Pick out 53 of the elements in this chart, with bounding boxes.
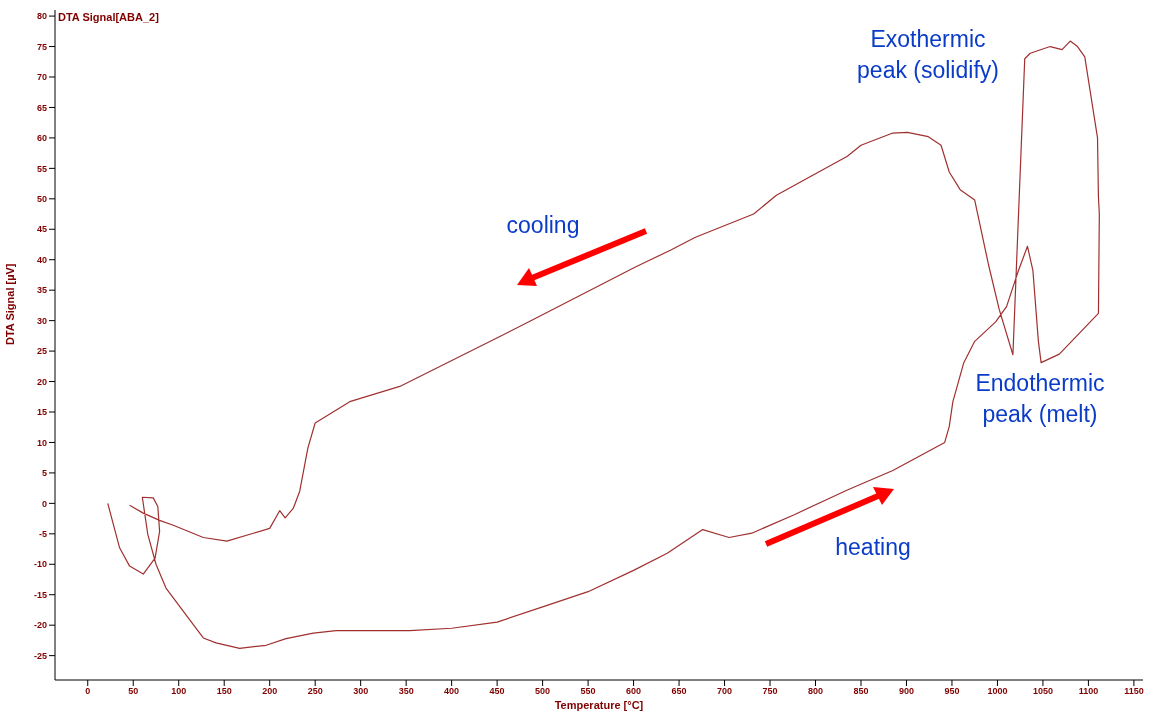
x-tick-label: 1150 bbox=[1124, 686, 1144, 697]
y-tick-label: 35 bbox=[36, 285, 47, 296]
x-tick-label: 150 bbox=[216, 686, 232, 697]
x-tick-label: 0 bbox=[85, 686, 91, 697]
x-tick-label: 750 bbox=[762, 686, 778, 697]
y-tick-label: 5 bbox=[41, 468, 47, 479]
y-axis-title: DTA Signal [µV] bbox=[3, 263, 16, 345]
x-tick-label: 250 bbox=[307, 686, 323, 697]
y-tick-label: 40 bbox=[36, 254, 47, 265]
x-tick-label: 200 bbox=[262, 686, 278, 697]
x-axis-title: Temperature [°C] bbox=[554, 699, 644, 711]
y-tick-label: 10 bbox=[36, 437, 47, 448]
y-tick-label: 15 bbox=[36, 407, 47, 418]
y-tick-label: -5 bbox=[38, 529, 47, 540]
annotation: heating bbox=[834, 533, 912, 562]
x-tick-label: 900 bbox=[898, 686, 914, 697]
y-tick-label: -25 bbox=[33, 650, 47, 661]
x-tick-label: 850 bbox=[853, 686, 869, 697]
y-tick-label: 70 bbox=[36, 72, 47, 83]
x-tick-label: 1050 bbox=[1032, 686, 1053, 697]
y-tick-label: 65 bbox=[36, 102, 47, 113]
x-tick-label: 800 bbox=[807, 686, 824, 697]
y-tick-label: 45 bbox=[36, 224, 47, 235]
y-tick-label: 30 bbox=[36, 315, 47, 326]
x-tick-label: 1100 bbox=[1078, 686, 1099, 697]
x-tick-label: 350 bbox=[398, 686, 414, 697]
y-tick-label: -20 bbox=[33, 620, 47, 631]
x-tick-label: 450 bbox=[489, 686, 505, 697]
annotation: Endothermic peak (melt) bbox=[974, 369, 1106, 429]
y-tick-label: 0 bbox=[41, 498, 47, 509]
x-tick-label: 1000 bbox=[987, 686, 1008, 697]
x-tick-label: 50 bbox=[128, 686, 139, 697]
x-tick-label: 950 bbox=[944, 686, 960, 697]
y-tick-label: 60 bbox=[36, 133, 47, 144]
x-tick-label: 100 bbox=[171, 686, 187, 697]
y-tick-label: 20 bbox=[36, 376, 47, 387]
y-tick-label: 75 bbox=[36, 41, 47, 52]
x-tick-label: 500 bbox=[535, 686, 551, 697]
x-tick-label: 550 bbox=[580, 686, 596, 697]
chart-title: DTA Signal[ABA_2] bbox=[58, 11, 159, 23]
x-tick-label: 300 bbox=[353, 686, 369, 697]
annotation: Exothermic peak (solidify) bbox=[856, 25, 1000, 85]
y-tick-label: -15 bbox=[33, 589, 47, 600]
y-tick-label: -10 bbox=[33, 559, 47, 570]
y-tick-label: 80 bbox=[36, 11, 47, 22]
annotation: cooling bbox=[505, 211, 581, 240]
y-tick-label: 55 bbox=[36, 163, 47, 174]
x-tick-label: 400 bbox=[444, 686, 460, 697]
x-tick-label: 700 bbox=[717, 686, 733, 697]
x-tick-label: 600 bbox=[626, 686, 642, 697]
y-tick-label: 50 bbox=[36, 194, 47, 205]
y-tick-label: 25 bbox=[36, 346, 47, 357]
x-tick-label: 650 bbox=[671, 686, 687, 697]
